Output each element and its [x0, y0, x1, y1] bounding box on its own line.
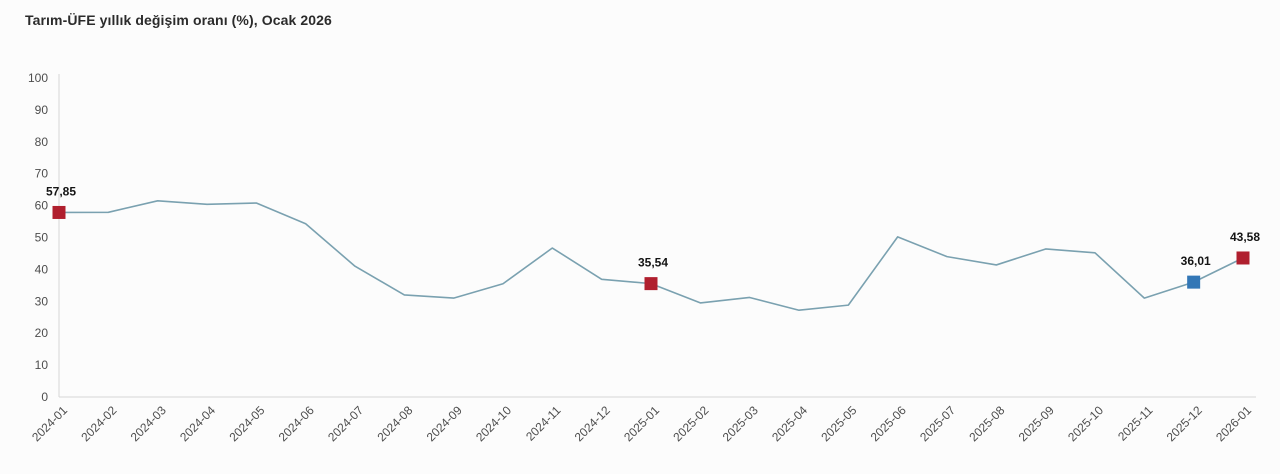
x-axis-tick-label: 2025-08	[966, 403, 1007, 444]
x-axis-tick-label: 2025-09	[1016, 403, 1057, 444]
chart-title: Tarım-ÜFE yıllık değişim oranı (%), Ocak…	[25, 12, 332, 28]
y-axis-tick-label: 90	[35, 103, 49, 117]
x-axis-tick-label: 2024-03	[128, 403, 169, 444]
x-axis-tick-label: 2024-09	[424, 403, 465, 444]
x-axis-tick-label: 2024-12	[572, 403, 613, 444]
data-point-label: 43,58	[1230, 230, 1260, 244]
y-axis-tick-label: 20	[35, 326, 49, 340]
data-point-label: 36,01	[1181, 254, 1211, 268]
x-axis-tick-label: 2025-10	[1065, 403, 1106, 444]
x-axis-tick-label: 2024-08	[374, 403, 415, 444]
y-axis-tick-label: 80	[35, 135, 49, 149]
x-axis-tick-label: 2025-06	[868, 403, 909, 444]
y-axis-tick-label: 30	[35, 294, 49, 308]
x-axis-tick-label: 2025-11	[1115, 403, 1156, 444]
data-point-label: 35,54	[638, 256, 668, 270]
x-axis-tick-label: 2024-11	[523, 403, 564, 444]
x-axis-tick-label: 2025-07	[917, 403, 958, 444]
x-axis-tick-label: 2025-03	[720, 403, 761, 444]
data-point-marker[interactable]	[1236, 251, 1250, 265]
x-axis-tick-label: 2024-05	[226, 403, 267, 444]
x-axis-tick-label: 2025-04	[769, 403, 810, 444]
x-axis-tick-label: 2024-04	[177, 403, 218, 444]
x-axis-tick-label: 2024-02	[78, 403, 119, 444]
x-axis-tick-label: 2025-01	[621, 403, 662, 444]
x-axis-tick-label: 2025-02	[670, 403, 711, 444]
x-axis-tick-label: 2026-01	[1213, 403, 1254, 444]
x-axis-tick-label: 2024-10	[473, 403, 514, 444]
y-axis-tick-label: 60	[35, 199, 49, 213]
y-axis-tick-label: 70	[35, 167, 49, 181]
y-axis-tick-label: 0	[41, 390, 48, 404]
data-point-marker[interactable]	[52, 205, 66, 219]
data-point-label: 57,85	[46, 184, 76, 198]
data-point-marker[interactable]	[1187, 275, 1201, 289]
x-axis-tick-label: 2024-06	[276, 403, 317, 444]
x-axis-tick-label: 2025-05	[818, 403, 859, 444]
y-axis-tick-label: 10	[35, 358, 49, 372]
x-axis-tick-label: 2024-01	[29, 403, 70, 444]
y-axis-tick-label: 100	[28, 71, 48, 85]
x-axis-tick-label: 2024-07	[325, 403, 366, 444]
y-axis-tick-label: 40	[35, 262, 49, 276]
data-point-marker[interactable]	[644, 277, 658, 291]
x-axis-tick-label: 2025-12	[1164, 403, 1205, 444]
y-axis-tick-label: 50	[35, 231, 49, 245]
